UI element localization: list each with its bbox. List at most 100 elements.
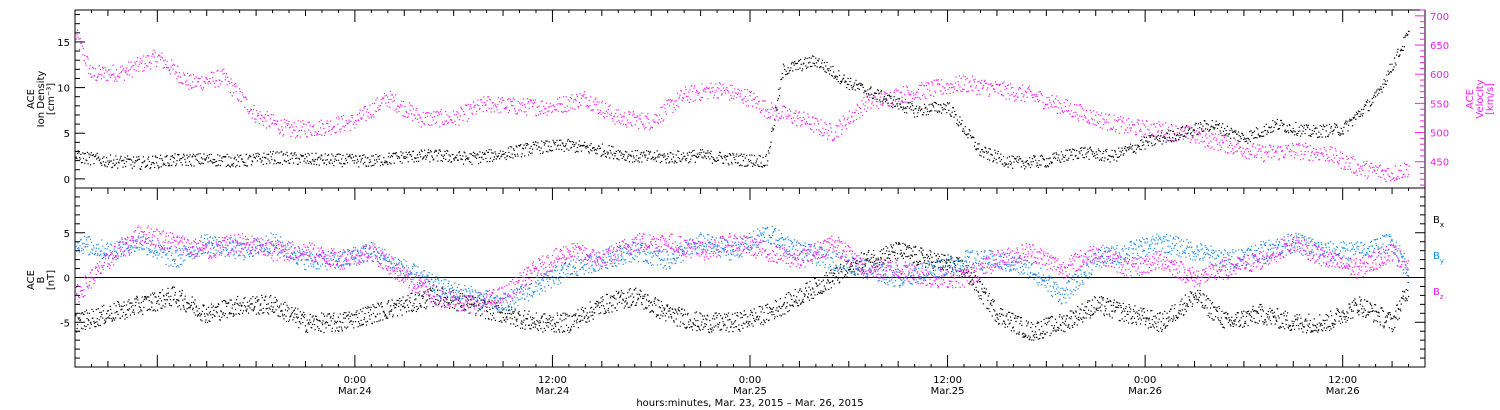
density-series-point <box>238 156 240 158</box>
bx-series-point <box>250 303 252 305</box>
bx-series-point <box>259 309 261 311</box>
velocity-series-point <box>121 70 123 73</box>
velocity-series-point <box>1399 170 1401 172</box>
velocity-series-point <box>295 126 297 128</box>
density-series-point <box>231 164 233 166</box>
density-series-point <box>115 162 117 164</box>
density-series-point <box>1373 96 1375 98</box>
velocity-series-point <box>967 91 969 93</box>
bx-series-point <box>272 309 274 311</box>
density-series-point <box>641 161 643 163</box>
density-series-point <box>98 160 100 162</box>
density-series-point <box>1060 151 1062 153</box>
velocity-series-point <box>276 120 278 122</box>
velocity-series-point <box>1017 96 1019 98</box>
velocity-series-point <box>925 85 927 87</box>
density-series-point <box>1314 128 1316 130</box>
velocity-series-point <box>113 80 116 82</box>
density-series-point <box>125 161 127 163</box>
density-series-point <box>1072 148 1074 150</box>
density-series-point <box>812 62 814 64</box>
velocity-series-point <box>405 111 407 113</box>
density-series-point <box>407 161 409 163</box>
density-series-point <box>1209 128 1211 130</box>
density-series-point <box>690 158 692 160</box>
velocity-series-point <box>426 115 428 117</box>
density-series-point <box>995 158 997 161</box>
velocity-series-point <box>649 127 652 129</box>
velocity-series-point <box>760 112 762 114</box>
density-series-point <box>1357 110 1359 112</box>
density-series-point <box>493 156 495 158</box>
velocity-series-point <box>607 112 609 114</box>
density-series-point <box>133 156 135 158</box>
density-series-point <box>481 156 483 158</box>
density-series-point <box>513 149 515 151</box>
density-series-point <box>997 153 999 155</box>
velocity-series-point <box>1092 123 1094 125</box>
density-series-point <box>525 143 527 145</box>
density-series-point <box>1381 91 1383 93</box>
velocity-series-point <box>930 94 932 97</box>
density-series-point <box>615 153 617 155</box>
density-series-point <box>584 146 586 148</box>
density-series-point <box>346 153 348 155</box>
bx-series-point <box>349 315 351 317</box>
velocity-series-point <box>1405 169 1408 171</box>
velocity-series-point <box>1182 125 1184 127</box>
bx-series-point <box>255 313 257 315</box>
density-series-point <box>128 158 130 160</box>
velocity-series-point <box>215 80 218 82</box>
velocity-series-point <box>615 112 617 115</box>
velocity-series-point <box>281 129 283 131</box>
velocity-series-point <box>1024 101 1026 103</box>
bx-series-point <box>330 320 332 322</box>
density-series-point <box>819 67 821 69</box>
density-series-point <box>687 154 689 156</box>
bx-series-point <box>160 300 163 302</box>
velocity-series-point <box>441 113 443 115</box>
velocity-series-point <box>1222 141 1224 144</box>
velocity-series-point <box>981 87 983 90</box>
density-series-point <box>597 148 599 150</box>
density-series-point <box>778 88 780 90</box>
bx-series-point <box>322 313 325 315</box>
density-series-point <box>591 150 593 152</box>
density-series-point <box>1247 142 1249 144</box>
velocity-series-point <box>584 91 586 93</box>
velocity-series-point <box>867 98 870 100</box>
velocity-series-point <box>524 103 526 106</box>
velocity-series-point <box>682 96 684 99</box>
velocity-series-point <box>1284 157 1286 159</box>
density-series-point <box>970 137 972 139</box>
bx-series-point <box>341 330 343 332</box>
bx-series-point <box>241 305 243 307</box>
density-series-point <box>1238 135 1240 137</box>
velocity-series-point <box>630 122 632 124</box>
velocity-series-point <box>600 113 602 115</box>
density-series-point <box>299 161 301 163</box>
velocity-series-point <box>284 122 286 124</box>
velocity-series-point <box>1336 161 1338 163</box>
velocity-series-point <box>580 97 582 99</box>
density-series-point <box>719 152 721 154</box>
velocity-series-point <box>402 115 404 117</box>
velocity-series-point <box>1342 158 1344 160</box>
velocity-series-point <box>613 115 615 117</box>
velocity-series-point <box>1093 119 1095 121</box>
bx-series-point <box>312 323 314 325</box>
velocity-series-point <box>518 102 521 104</box>
velocity-series-point <box>316 134 318 136</box>
density-series-point <box>1305 129 1307 131</box>
velocity-series-point <box>1256 154 1258 156</box>
velocity-series-point <box>1351 158 1354 160</box>
velocity-series-point <box>422 111 424 114</box>
velocity-series-point <box>146 65 148 67</box>
velocity-series-point <box>172 68 174 70</box>
bx-series-point <box>173 286 175 288</box>
density-series-point <box>1352 117 1354 119</box>
density-series-point <box>1378 89 1381 91</box>
velocity-series-point <box>428 124 430 126</box>
density-series-point <box>941 112 943 114</box>
density-series-point <box>1135 152 1137 154</box>
